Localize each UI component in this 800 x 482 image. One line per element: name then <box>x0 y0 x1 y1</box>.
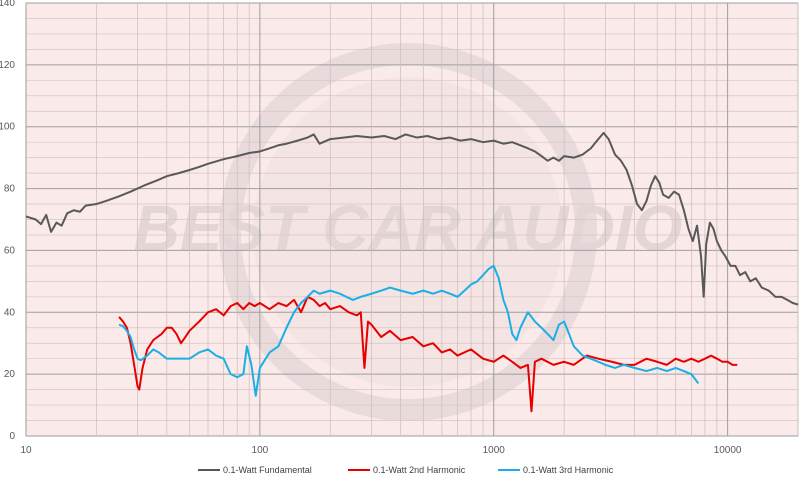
y-tick-label: 140 <box>0 0 15 9</box>
y-tick-label: 40 <box>4 307 16 318</box>
legend-label-2: 0.1-Watt 2nd Harmonic <box>373 465 466 475</box>
y-tick-label: 20 <box>4 369 16 380</box>
legend: 0.1-Watt Fundamental 0.1-Watt 2nd Harmoni… <box>198 465 614 475</box>
y-tick-label: 120 <box>0 60 15 71</box>
series-line-2 <box>118 295 738 413</box>
y-tick-label: 0 <box>9 431 15 442</box>
series-line-1 <box>25 131 799 306</box>
x-tick-label: 10 <box>20 445 32 456</box>
y-tick-label: 100 <box>0 122 15 133</box>
y-tick-label: 80 <box>4 184 16 195</box>
watermark-ring <box>219 43 597 421</box>
grid <box>25 2 799 437</box>
legend-label-1: 0.1-Watt Fundamental <box>223 465 312 475</box>
legend-label-3: 0.1-Watt 3rd Harmonic <box>523 465 614 475</box>
series-lines <box>25 131 799 413</box>
axis-tick-labels: 0 20 40 60 80 100 120 140 10 100 1000 10000 <box>0 0 742 456</box>
watermark-logo-text: BEST CAR AUDIO <box>134 192 683 264</box>
x-tick-label: 1000 <box>483 445 506 456</box>
x-tick-label: 100 <box>252 445 269 456</box>
series-line-3 <box>118 264 700 397</box>
y-tick-label: 60 <box>4 245 16 256</box>
x-tick-label: 10000 <box>714 445 742 456</box>
